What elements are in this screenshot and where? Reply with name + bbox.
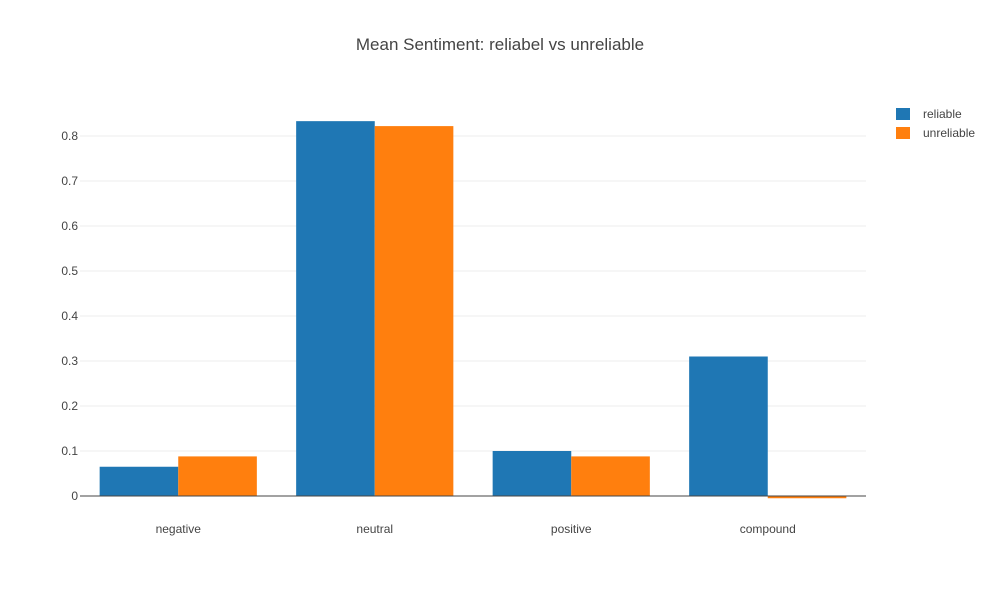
- chart-title: Mean Sentiment: reliabel vs unreliable: [356, 35, 644, 54]
- bars: [99, 121, 847, 499]
- bar-reliable-positive[interactable]: [492, 451, 572, 496]
- bar-reliable-neutral[interactable]: [296, 121, 375, 497]
- y-tick-label: 0: [71, 489, 78, 503]
- bar-reliable-compound[interactable]: [689, 356, 768, 497]
- x-tick-label-neutral: neutral: [356, 522, 393, 536]
- x-tick-label-positive: positive: [551, 522, 592, 536]
- gridlines: [80, 135, 866, 452]
- bar-unreliable-positive[interactable]: [571, 456, 650, 496]
- x-tick-label-compound: compound: [740, 522, 796, 536]
- legend-swatch-reliable[interactable]: [896, 108, 910, 120]
- y-tick-label: 0.6: [61, 219, 78, 233]
- bar-reliable-negative[interactable]: [99, 466, 179, 496]
- legend-label-unreliable[interactable]: unreliable: [923, 126, 975, 140]
- bar-unreliable-neutral[interactable]: [374, 126, 454, 496]
- y-tick-label: 0.7: [61, 174, 78, 188]
- y-tick-label: 0.8: [61, 129, 78, 143]
- legend-label-reliable[interactable]: reliable: [923, 107, 962, 121]
- bar-unreliable-negative[interactable]: [178, 456, 257, 496]
- legend[interactable]: reliable unreliable: [896, 107, 975, 140]
- y-tick-label: 0.3: [61, 354, 78, 368]
- axes: 0 0.1 0.2 0.3 0.4 0.5 0.6 0.7 0.8 negative neutral…: [61, 129, 866, 536]
- y-tick-label: 0.1: [61, 444, 78, 458]
- x-tick-label-negative: negative: [156, 522, 202, 536]
- legend-swatch-unreliable[interactable]: [896, 127, 910, 139]
- y-tick-label: 0.4: [61, 309, 78, 323]
- y-tick-label: 0.5: [61, 264, 78, 278]
- y-tick-label: 0.2: [61, 399, 78, 413]
- bar-unreliable-compound[interactable]: [767, 496, 847, 499]
